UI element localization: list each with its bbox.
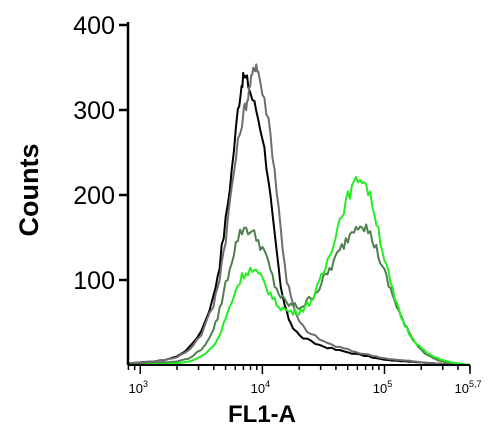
series-line-2 bbox=[128, 63, 470, 366]
y-tick-labels: 100 200 300 400 bbox=[73, 12, 115, 295]
y-tick-label: 100 bbox=[73, 267, 115, 295]
y-tick-label: 300 bbox=[73, 97, 115, 125]
x-axis-label: FL1-A bbox=[228, 401, 296, 428]
axes bbox=[119, 22, 471, 374]
x-tick-label: 105,7 bbox=[455, 379, 482, 396]
x-tick-label: 104 bbox=[251, 379, 270, 396]
y-tick-label: 200 bbox=[73, 182, 115, 210]
series-line-4 bbox=[128, 176, 471, 366]
series-line-3 bbox=[128, 223, 470, 366]
x-tick-labels: 103 104 105 105,7 bbox=[128, 379, 481, 396]
y-axis-label: Counts bbox=[14, 144, 44, 237]
x-tick-label: 105 bbox=[373, 379, 392, 396]
y-tick-label: 400 bbox=[73, 12, 115, 40]
series-lines bbox=[128, 63, 471, 366]
x-tick-label: 103 bbox=[128, 379, 147, 396]
